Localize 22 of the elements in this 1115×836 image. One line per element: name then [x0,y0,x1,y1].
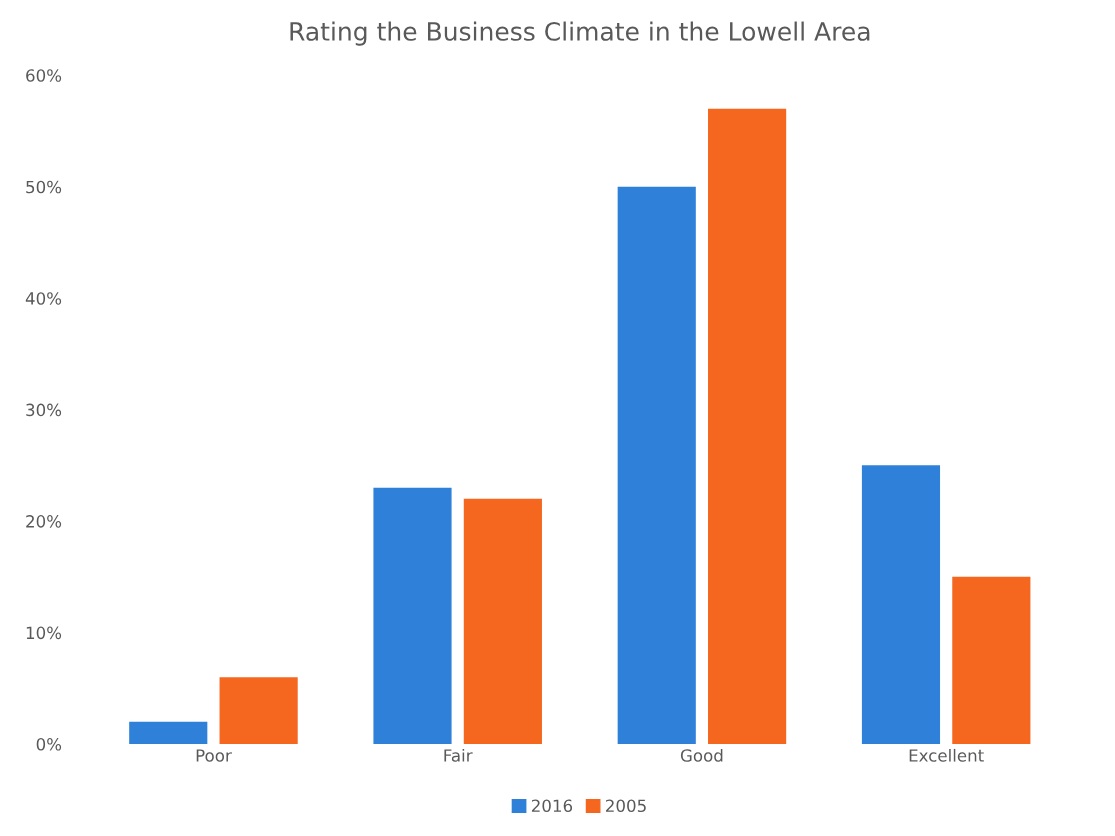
bar [861,465,941,745]
bar [952,576,1031,745]
y-tick-label: 20% [26,515,62,528]
y-tick-label: 60% [26,69,62,82]
y-tick-label: 40% [25,292,62,305]
y-tick-label: 50% [26,180,62,194]
x-tick-label: Excellent [909,748,984,762]
chart-title: Rating the Business Climate in the Lowell Area [290,21,870,46]
legend-label: 2005 [606,799,646,813]
bar [617,186,696,745]
legend-label: 2016 [531,799,573,813]
x-tick-label: Good [680,748,723,762]
x-tick-label: Fair [444,748,473,762]
x-tick-label: Poor [196,749,232,762]
y-tick-label: 30% [26,403,62,417]
y-tick-label: 0% [36,738,62,751]
bar [373,487,452,745]
bar [219,677,298,745]
bar [129,721,208,745]
bar [463,498,542,745]
bar [708,108,787,745]
y-tick-label: 10% [26,626,62,640]
